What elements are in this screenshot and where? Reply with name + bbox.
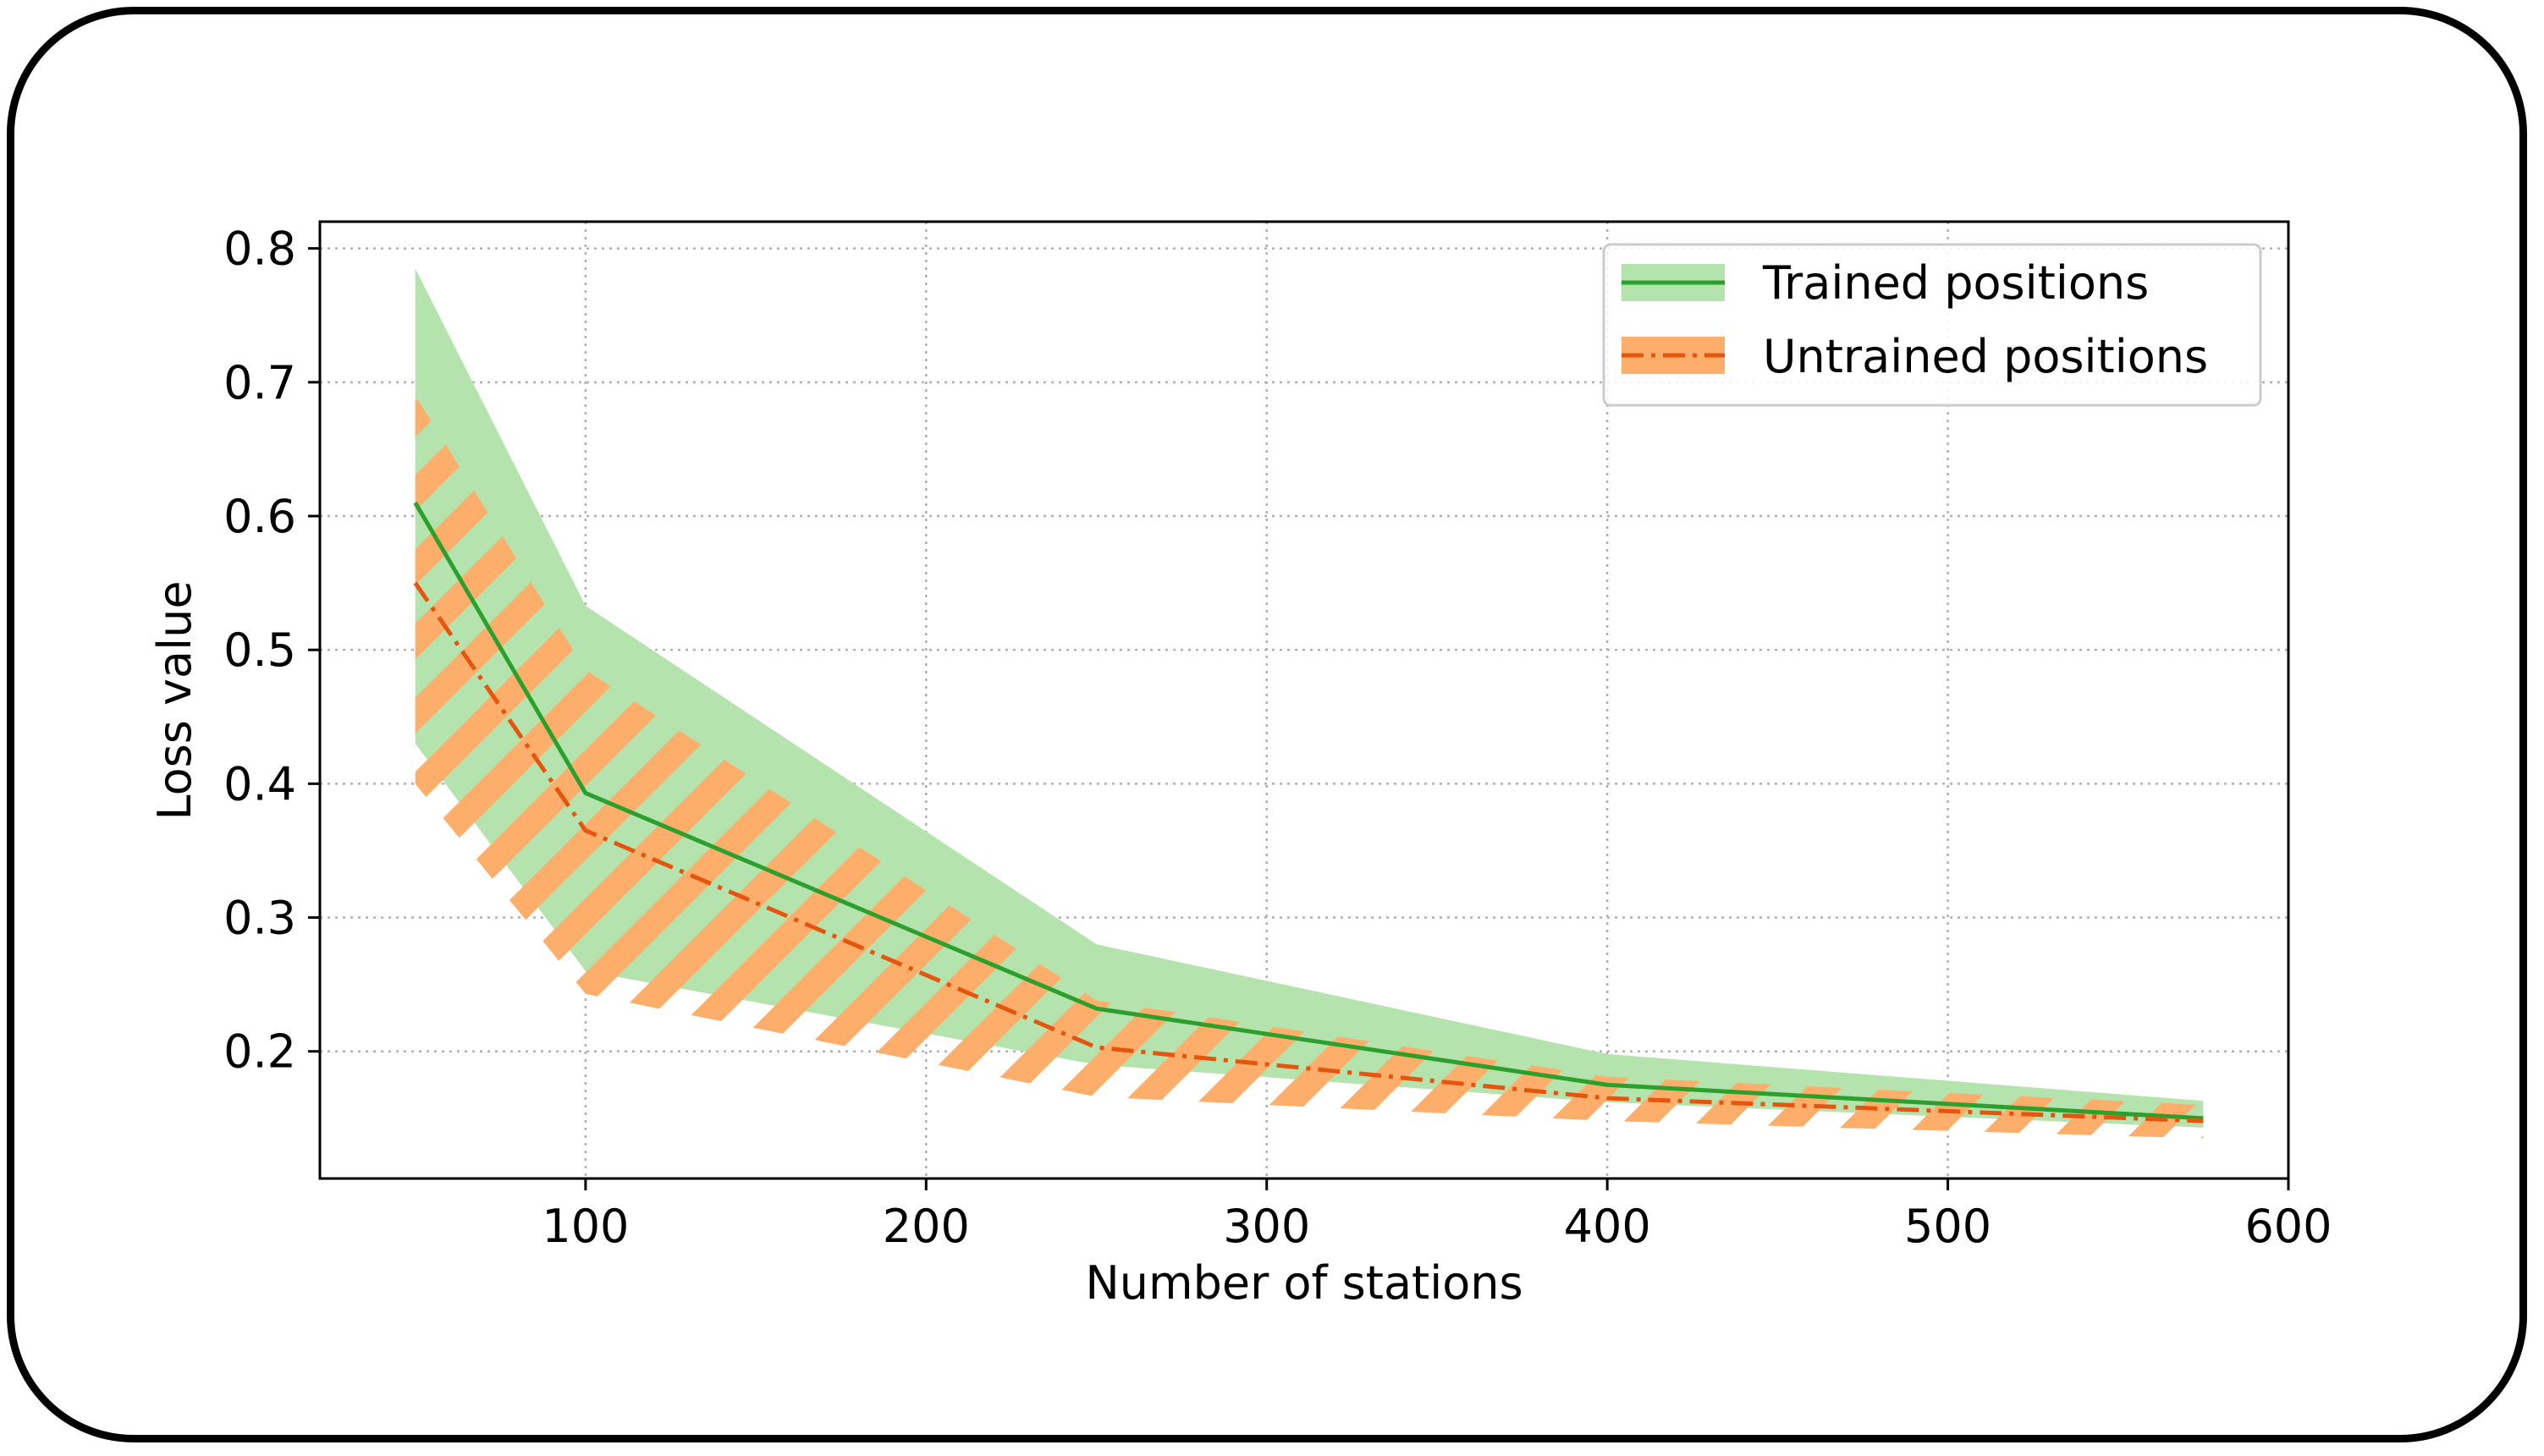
y-tick-label: 0.2 xyxy=(223,1025,296,1079)
x-tick-label: 400 xyxy=(1564,1200,1651,1253)
plot-area-border xyxy=(318,220,2290,1180)
legend-label-trained: Trained positions xyxy=(1762,256,2149,310)
confidence-bands xyxy=(415,268,2204,1139)
legend: Trained positions Untrained positions xyxy=(1602,243,2262,407)
legend-box xyxy=(1602,243,2262,407)
y-tick-label: 0.6 xyxy=(223,490,296,543)
x-tick-label: 100 xyxy=(542,1200,629,1253)
untrained-positions-band xyxy=(415,395,2204,1139)
y-axis-label: Loss value xyxy=(148,580,201,820)
x-axis-label: Number of stations xyxy=(1085,1256,1523,1310)
series-lines xyxy=(413,501,2204,1124)
y-tick-label: 0.8 xyxy=(223,223,296,276)
y-tick-label: 0.5 xyxy=(223,624,296,677)
trained-positions-line xyxy=(413,501,2204,1121)
axis-ticks: 100 200 300 400 500 600 0.2 0.3 0.4 0.5 0.6 0.7 0.8 xyxy=(223,223,2332,1253)
x-tick-label: 600 xyxy=(2244,1200,2332,1253)
x-tick-label: 300 xyxy=(1223,1200,1310,1253)
x-tick-label: 500 xyxy=(1904,1200,1991,1253)
x-tick-label: 200 xyxy=(883,1200,970,1253)
legend-label-untrained: Untrained positions xyxy=(1763,330,2208,383)
untrained-positions-line xyxy=(413,581,2204,1124)
y-tick-label: 0.4 xyxy=(223,757,296,810)
y-tick-label: 0.3 xyxy=(223,892,296,945)
y-tick-label: 0.7 xyxy=(223,356,296,409)
